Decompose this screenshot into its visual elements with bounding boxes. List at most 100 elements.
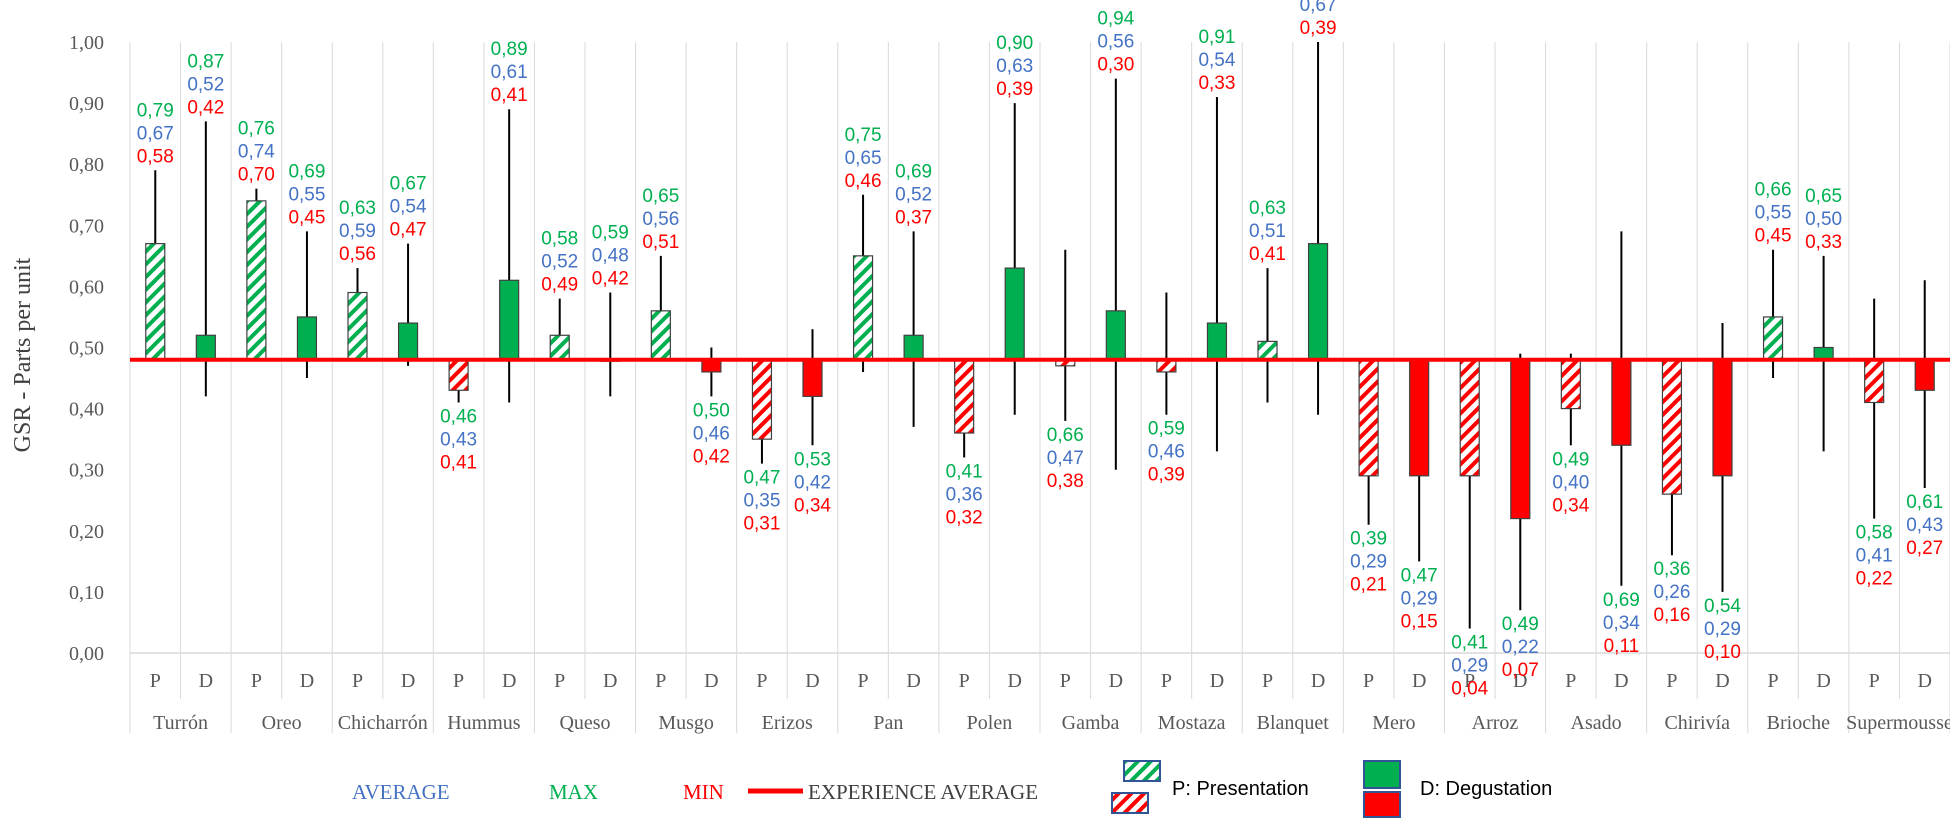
bar <box>954 359 975 434</box>
sub-label-d: D <box>1513 670 1527 692</box>
sub-label-p: P <box>1767 670 1778 692</box>
avg-label: 0,29 <box>1350 552 1387 573</box>
avg-label: 0,36 <box>946 484 983 505</box>
avg-label: 0,48 <box>592 246 629 267</box>
avg-label: 0,29 <box>1401 588 1438 609</box>
bar <box>1459 359 1480 477</box>
avg-label: 0,46 <box>693 423 730 444</box>
legend-average: AVERAGE <box>352 780 450 804</box>
y-tick-label: 0,70 <box>69 215 104 237</box>
min-label: 0,41 <box>491 85 528 106</box>
avg-label: 0,40 <box>1552 472 1589 493</box>
min-label: 0,41 <box>440 452 477 473</box>
max-label: 0,47 <box>1401 565 1438 586</box>
category-label: Turrón <box>153 712 208 734</box>
max-label: 0,61 <box>1906 492 1943 513</box>
bar <box>1004 267 1025 361</box>
bar <box>1864 359 1885 404</box>
category-label: Polen <box>967 712 1013 734</box>
avg-label: 0,63 <box>996 56 1033 77</box>
y-tick-label: 0,20 <box>69 521 104 543</box>
max-label: 0,46 <box>440 406 477 427</box>
min-label: 0,10 <box>1704 642 1741 663</box>
max-label: 0,63 <box>1249 198 1286 219</box>
bar <box>751 359 773 440</box>
sub-label-d: D <box>906 670 920 692</box>
category-label: Erizos <box>762 712 813 734</box>
sub-label-p: P <box>857 670 868 692</box>
min-label: 0,22 <box>1856 569 1893 590</box>
category-label: Pan <box>873 712 903 734</box>
legend-min: MIN <box>683 780 724 804</box>
legend-presentation: P: Presentation <box>1172 778 1309 800</box>
bar <box>145 243 166 361</box>
avg-label: 0,34 <box>1603 613 1640 634</box>
max-label: 0,39 <box>1350 529 1387 550</box>
y-axis-title: GSR - Parts per unit <box>10 257 36 452</box>
max-label: 0,58 <box>541 229 578 250</box>
bar <box>397 322 419 361</box>
bar <box>1105 310 1126 361</box>
sub-label-p: P <box>554 670 565 692</box>
legend: AVERAGE MAX MIN EXPERIENCE AVERAGE P: Pr… <box>352 760 1552 818</box>
sub-label-d: D <box>805 670 819 692</box>
sub-label-p: P <box>1666 670 1677 692</box>
min-label: 0,21 <box>1350 575 1387 596</box>
max-label: 0,65 <box>1805 186 1842 207</box>
category-label: Chicharrón <box>338 712 428 734</box>
min-label: 0,04 <box>1451 679 1488 700</box>
avg-label: 0,52 <box>895 184 932 205</box>
avg-label: 0,43 <box>1906 515 1943 536</box>
sub-label-d: D <box>1311 670 1325 692</box>
min-label: 0,39 <box>1148 465 1185 486</box>
sub-label-p: P <box>150 670 161 692</box>
sub-label-p: P <box>352 670 363 692</box>
avg-label: 0,42 <box>794 472 831 493</box>
min-label: 0,56 <box>339 244 376 265</box>
min-label: 0,27 <box>1906 538 1943 559</box>
sub-label-p: P <box>1464 670 1475 692</box>
min-label: 0,47 <box>390 220 427 241</box>
legend-presentation-green-swatch <box>1123 760 1161 782</box>
sub-label-p: P <box>1363 670 1374 692</box>
avg-label: 0,65 <box>845 148 882 169</box>
avg-label: 0,55 <box>288 184 325 205</box>
bar <box>1358 359 1379 477</box>
min-label: 0,45 <box>1755 226 1792 247</box>
label-layer: 0,790,670,580,870,520,420,760,740,70 0,69… <box>137 0 1943 700</box>
y-tick-label: 0,90 <box>69 93 104 115</box>
sub-label-p: P <box>959 670 970 692</box>
y-tick-label: 0,60 <box>69 276 104 298</box>
sub-label-d: D <box>1715 670 1729 692</box>
bar <box>1510 359 1531 520</box>
min-label: 0,33 <box>1805 232 1842 253</box>
sub-label-d: D <box>603 670 617 692</box>
bar <box>650 310 671 361</box>
max-label: 0,63 <box>339 198 376 219</box>
bar <box>1762 316 1784 361</box>
bar <box>296 316 318 361</box>
category-label: Arroz <box>1472 712 1519 734</box>
max-label: 0,67 <box>390 174 427 195</box>
sub-label-p: P <box>453 670 464 692</box>
avg-label: 0,47 <box>1047 448 1084 469</box>
max-label: 0,54 <box>1704 596 1741 617</box>
max-label: 0,90 <box>996 33 1033 54</box>
sub-label-d: D <box>1210 670 1224 692</box>
max-label: 0,36 <box>1653 559 1690 580</box>
category-label: Oreo <box>262 712 302 734</box>
max-label: 0,53 <box>794 449 831 470</box>
min-label: 0,51 <box>642 232 679 253</box>
sub-label-p: P <box>756 670 767 692</box>
sub-label-d: D <box>502 670 516 692</box>
avg-label: 0,55 <box>1755 203 1792 224</box>
sub-label-d: D <box>1614 670 1628 692</box>
max-label: 0,49 <box>1552 449 1589 470</box>
avg-label: 0,46 <box>1148 442 1185 463</box>
max-label: 0,50 <box>693 400 730 421</box>
avg-label: 0,54 <box>390 197 427 218</box>
y-tick-label: 0,10 <box>69 582 104 604</box>
avg-label: 0,35 <box>743 491 780 512</box>
sub-label-d: D <box>1816 670 1830 692</box>
category-label: Gamba <box>1062 712 1120 734</box>
